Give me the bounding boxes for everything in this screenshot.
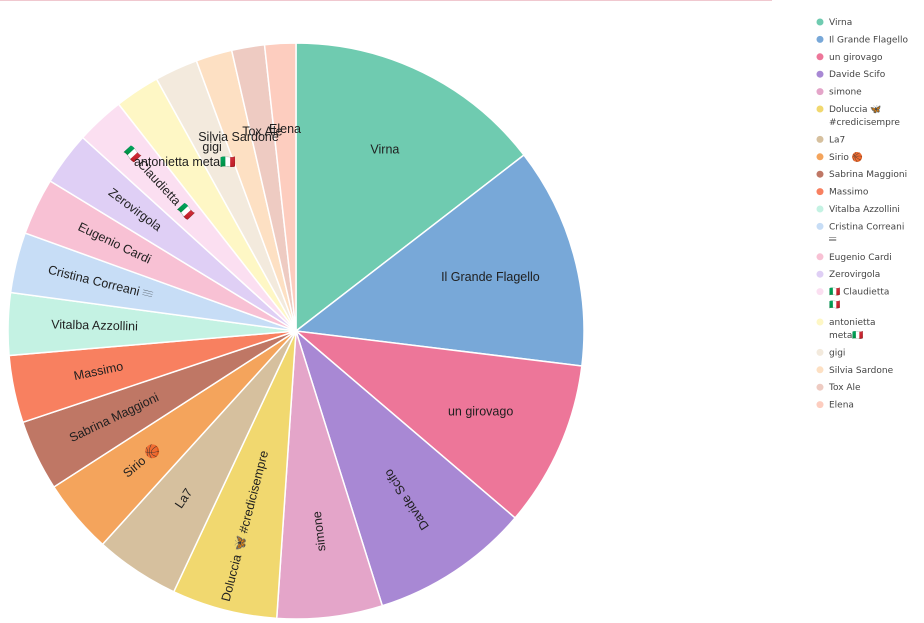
legend-item-massimo[interactable]: Massimo <box>816 188 869 198</box>
legend-swatch <box>816 35 824 43</box>
legend-label: antonietta meta🇮🇹 <box>829 318 876 341</box>
slice-label-elena: Elena <box>269 122 301 136</box>
legend-item-il-grande-flagello[interactable]: Il Grande Flagello <box>816 35 909 45</box>
legend-label: un girovago <box>829 53 883 63</box>
legend-swatch <box>816 288 824 296</box>
legend-label: Tox Ale <box>828 383 861 393</box>
legend-item-un-girovago[interactable]: un girovago <box>816 53 884 63</box>
slice-davide-scifo[interactable] <box>294 328 517 607</box>
legend-item-eugenio-cardi[interactable]: Eugenio Cardi <box>816 253 892 263</box>
legend-swatch <box>816 366 824 374</box>
slice-label-simone: simone <box>310 510 329 552</box>
slice-label-tox-ale: Tox Ale <box>242 124 282 138</box>
legend-item-vitalba-azzollini[interactable]: Vitalba Azzollini <box>816 205 900 215</box>
legend-swatch <box>816 105 824 113</box>
legend-item-gigi[interactable]: gigi <box>816 348 846 358</box>
legend-label: Vitalba Azzollini <box>829 205 900 215</box>
slice-label-vitalba-azzollini: Vitalba Azzollini <box>51 317 138 333</box>
legend-swatch <box>816 253 824 261</box>
legend-swatch <box>816 318 824 326</box>
slice-label-il-grande-flagello: Il Grande Flagello <box>441 270 540 284</box>
legend-label: Eugenio Cardi <box>829 253 892 263</box>
legend-swatch <box>816 222 824 230</box>
legend-item-sabrina-maggioni[interactable]: Sabrina Maggioni <box>816 170 908 180</box>
legend-label: Doluccia 🦋 #credicisempre <box>829 104 900 128</box>
legend-item-virna[interactable]: Virna <box>816 18 853 28</box>
legend-item-claudietta[interactable]: 🇮🇹 Claudietta 🇮🇹 <box>816 287 890 311</box>
legend-item-davide-scifo[interactable]: Davide Scifo <box>816 70 886 80</box>
top-divider <box>0 0 772 1</box>
legend-label: simone <box>829 88 862 98</box>
pie-slices <box>7 42 585 620</box>
legend-swatch <box>816 270 824 278</box>
legend-swatch <box>816 18 824 26</box>
slice-label-virna: Virna <box>370 142 399 156</box>
legend: Virna Il Grande Flagello un girovago Davide… <box>816 18 909 411</box>
legend-label: Virna <box>829 18 852 28</box>
legend-item-doluccia-credicisempre[interactable]: Doluccia 🦋 #credicisempre <box>816 104 901 128</box>
legend-swatch <box>816 188 824 196</box>
legend-swatch <box>816 70 824 78</box>
legend-label: Silvia Sardone <box>829 366 894 376</box>
legend-item-elena[interactable]: Elena <box>816 401 854 411</box>
slice-il-grande-flagello[interactable] <box>294 153 585 367</box>
legend-swatch <box>816 170 824 178</box>
legend-item-antonietta-meta[interactable]: antonietta meta🇮🇹 <box>816 318 876 341</box>
legend-label: Sirio 🏀 <box>829 151 863 163</box>
slice-un-girovago[interactable] <box>293 329 583 519</box>
legend-swatch <box>816 153 824 161</box>
slice-label-antonietta-meta: antonietta meta🇮🇹 <box>134 155 236 169</box>
slice-label-un-girovago: un girovago <box>448 404 513 418</box>
legend-item-la7[interactable]: La7 <box>816 135 846 145</box>
legend-swatch <box>816 88 824 96</box>
legend-item-simone[interactable]: simone <box>816 88 863 98</box>
legend-swatch <box>816 135 824 143</box>
legend-label: Elena <box>829 401 854 411</box>
legend-label: Il Grande Flagello <box>829 35 908 45</box>
legend-label: Sabrina Maggioni <box>829 170 907 180</box>
legend-item-silvia-sardone[interactable]: Silvia Sardone <box>816 366 894 376</box>
legend-label: Davide Scifo <box>829 70 886 80</box>
legend-label: gigi <box>829 348 845 358</box>
legend-label: La7 <box>829 135 845 145</box>
slice-label-silvia-sardone: Silvia Sardone <box>198 130 279 144</box>
legend-label: 🇮🇹 Claudietta 🇮🇹 <box>829 287 889 311</box>
legend-label: Cristina Correani 𝄘 <box>829 222 904 245</box>
legend-label: Massimo <box>829 188 869 198</box>
slice-label-gigi: gigi <box>202 140 221 154</box>
legend-item-zerovirgola[interactable]: Zerovirgola <box>816 270 881 280</box>
legend-swatch <box>816 383 824 391</box>
legend-item-sirio[interactable]: Sirio 🏀 <box>816 151 864 163</box>
legend-label: Zerovirgola <box>829 270 880 280</box>
legend-item-tox-ale[interactable]: Tox Ale <box>816 383 862 393</box>
slice-virna[interactable] <box>295 42 526 333</box>
legend-swatch <box>816 205 824 213</box>
slice-elena[interactable] <box>263 42 297 332</box>
legend-swatch <box>816 53 824 61</box>
legend-swatch <box>816 348 824 356</box>
legend-swatch <box>816 401 824 409</box>
legend-item-cristina-correani[interactable]: Cristina Correani 𝄘 <box>816 222 905 245</box>
